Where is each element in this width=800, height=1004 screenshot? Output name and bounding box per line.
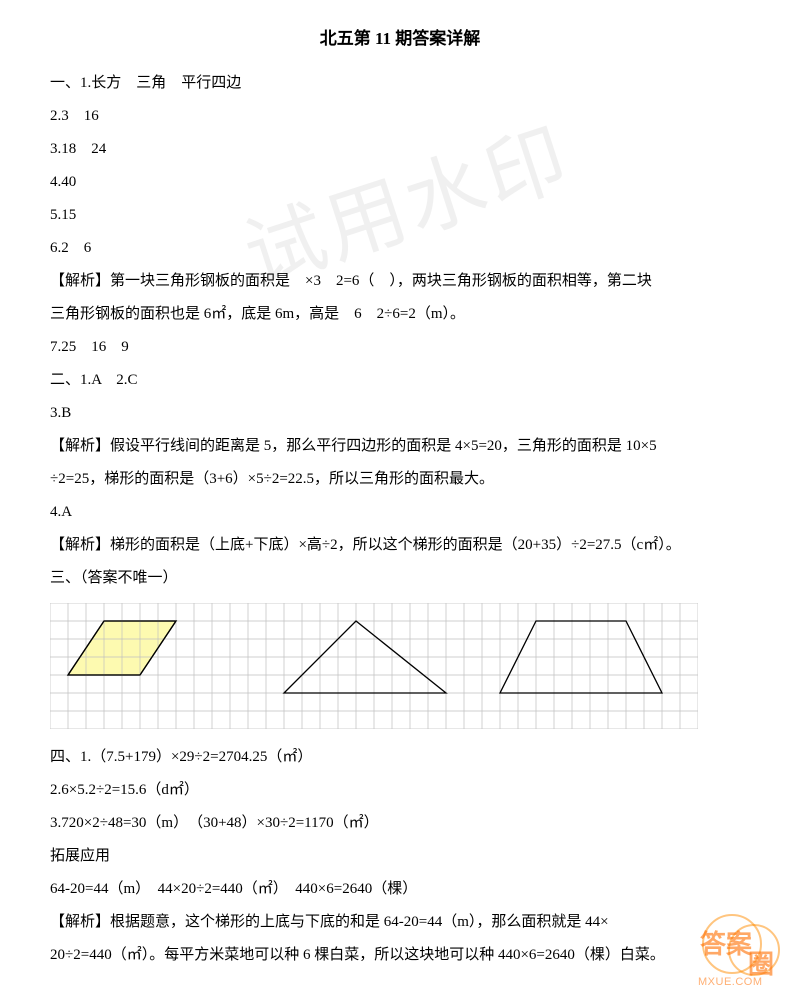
badge-text-top: 答案 <box>700 916 752 973</box>
text-line: ÷2=25，梯形的面积是（3+6）×5÷2=22.5，所以三角形的面积最大。 <box>50 463 750 496</box>
text-line: 64-20=44（m） 44×20÷2=440（㎡） 440×6=2640（棵） <box>50 873 750 906</box>
text-line: 5.15 <box>50 199 750 232</box>
text-line: 【解析】梯形的面积是（上底+下底）×高÷2，所以这个梯形的面积是（20+35）÷… <box>50 529 750 562</box>
text-line: 四、1.（7.5+179）×29÷2=2704.25（㎡） <box>50 741 750 774</box>
text-line: 一、1.长方 三角 平行四边 <box>50 67 750 100</box>
text-line: 拓展应用 <box>50 840 750 873</box>
text-line: 三角形钢板的面积也是 6㎡，底是 6m，高是 6 2÷6=2（m）。 <box>50 298 750 331</box>
text-line: 【解析】根据题意，这个梯形的上底与下底的和是 64-20=44（m），那么面积就… <box>50 906 750 939</box>
shapes-figure <box>50 603 750 729</box>
text-line: 2.3 16 <box>50 100 750 133</box>
text-line: 三、（答案不唯一） <box>50 562 750 595</box>
text-line: 【解析】假设平行线间的距离是 5，那么平行四边形的面积是 4×5=20，三角形的… <box>50 430 750 463</box>
site-badge: 答案 圈 MXUE.COM <box>698 914 788 984</box>
grid-svg <box>50 603 698 729</box>
text-line: 4.40 <box>50 166 750 199</box>
text-line: 二、1.A 2.C <box>50 364 750 397</box>
text-line: 6.2 6 <box>50 232 750 265</box>
text-line: 【解析】第一块三角形钢板的面积是 ×3 2=6（ ），两块三角形钢板的面积相等，… <box>50 265 750 298</box>
content-before-figure: 一、1.长方 三角 平行四边2.3 163.18 244.405.156.2 6… <box>50 67 750 595</box>
page-title: 北五第 11 期答案详解 <box>50 20 750 57</box>
text-line: 4.A <box>50 496 750 529</box>
badge-url: MXUE.COM <box>698 970 763 994</box>
content-after-figure: 四、1.（7.5+179）×29÷2=2704.25（㎡）2.6×5.2÷2=1… <box>50 741 750 972</box>
text-line: 3.720×2÷48=30（m） （30+48）×30÷2=1170（㎡） <box>50 807 750 840</box>
text-line: 20÷2=440（㎡）。每平方米菜地可以种 6 棵白菜，所以这块地可以种 440… <box>50 939 750 972</box>
text-line: 7.25 16 9 <box>50 331 750 364</box>
text-line: 3.B <box>50 397 750 430</box>
text-line: 2.6×5.2÷2=15.6（d㎡） <box>50 774 750 807</box>
text-line: 3.18 24 <box>50 133 750 166</box>
